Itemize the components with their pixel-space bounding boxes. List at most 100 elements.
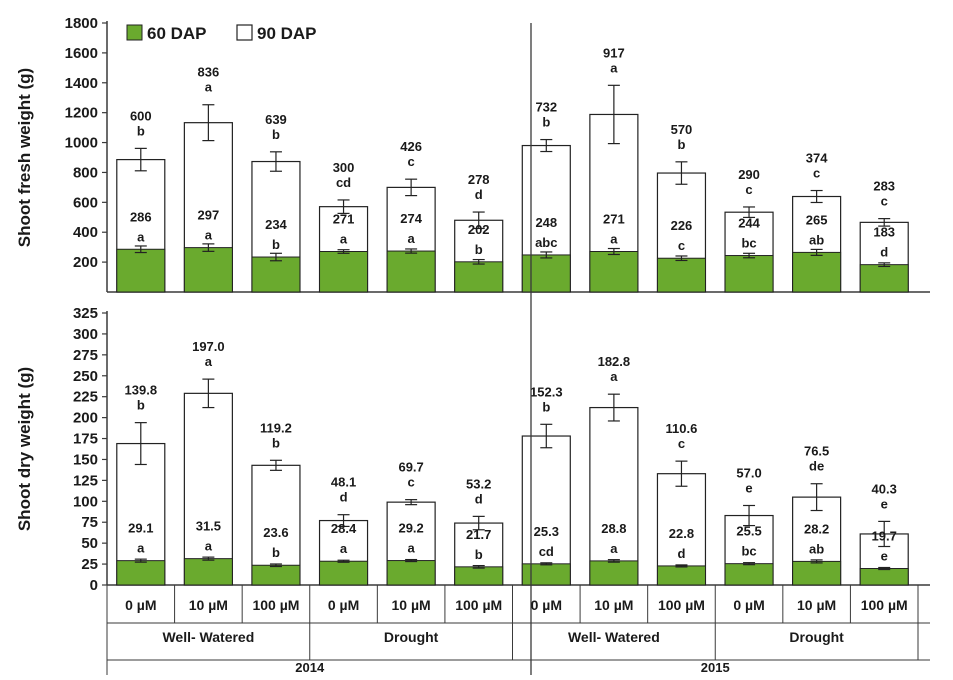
data-label-60dap: 271 xyxy=(603,212,625,227)
data-label-60dap: 25.3 xyxy=(534,524,559,539)
y-tick-label: 100 xyxy=(73,493,98,510)
data-label-90dap: 48.1 xyxy=(331,475,356,490)
bar-60dap xyxy=(792,251,842,293)
letter-label-60dap: ab xyxy=(809,232,824,247)
letter-label-60dap: a xyxy=(408,231,416,246)
letter-label-60dap: b xyxy=(272,545,280,560)
x-group-label: Well- Watered xyxy=(568,629,660,645)
y-tick-label: 400 xyxy=(73,224,98,241)
bar-60dap xyxy=(454,261,504,293)
y-tick-label: 800 xyxy=(73,164,98,181)
letter-label-60dap: a xyxy=(340,232,348,247)
data-label-60dap: 244 xyxy=(738,216,760,231)
bar-60dap xyxy=(589,251,639,293)
y-tick-label: 0 xyxy=(90,577,98,594)
letter-label-60dap: a xyxy=(610,232,618,247)
x-group-label: Drought xyxy=(384,629,439,645)
x-year-label: 2014 xyxy=(295,660,325,675)
bar-60dap xyxy=(656,565,706,586)
letter-label-60dap: c xyxy=(678,238,685,253)
letter-label-90dap: a xyxy=(610,60,618,75)
y-tick-label: 150 xyxy=(73,451,98,468)
bar-60dap xyxy=(251,256,301,293)
data-label-90dap: 76.5 xyxy=(804,444,829,459)
legend-swatch-90dap xyxy=(236,24,253,41)
data-label-60dap: 28.2 xyxy=(804,521,829,536)
data-label-60dap: 29.2 xyxy=(398,521,423,536)
letter-label-90dap: c xyxy=(881,194,888,209)
y-tick-label: 1400 xyxy=(65,75,98,92)
letter-label-90dap: a xyxy=(205,80,213,95)
x-category-label: 0 µM xyxy=(328,597,359,613)
data-label-90dap: 69.7 xyxy=(398,460,423,475)
letter-label-90dap: e xyxy=(881,496,888,511)
letter-label-60dap: b xyxy=(272,237,280,252)
data-label-90dap: 40.3 xyxy=(872,481,897,496)
y-axis-title: Shoot fresh weight (g) xyxy=(15,68,34,247)
data-label-60dap: 28.4 xyxy=(331,521,357,536)
letter-label-90dap: b xyxy=(137,123,145,138)
legend-label-90dap: 90 DAP xyxy=(257,24,317,43)
data-label-90dap: 139.8 xyxy=(125,383,158,398)
data-label-60dap: 248 xyxy=(535,215,557,230)
bar-60dap xyxy=(116,560,166,586)
bar-60dap xyxy=(521,563,571,586)
data-label-90dap: 639 xyxy=(265,112,287,127)
data-label-60dap: 31.5 xyxy=(196,519,221,534)
data-label-90dap: 917 xyxy=(603,45,625,60)
y-tick-label: 175 xyxy=(73,431,98,448)
data-label-60dap: 21.7 xyxy=(466,527,491,542)
y-tick-label: 75 xyxy=(81,514,98,531)
data-label-90dap: 374 xyxy=(806,151,828,166)
bar-60dap xyxy=(386,250,436,293)
letter-label-60dap: bc xyxy=(741,544,756,559)
y-tick-label: 1000 xyxy=(65,135,98,152)
data-label-60dap: 28.8 xyxy=(601,521,626,536)
letter-label-90dap: d xyxy=(475,491,483,506)
data-label-90dap: 732 xyxy=(535,100,557,115)
x-category-label: 100 µM xyxy=(252,597,299,613)
bar-60dap xyxy=(589,560,639,586)
letter-label-90dap: c xyxy=(813,166,820,181)
letter-label-60dap: a xyxy=(137,229,145,244)
data-label-60dap: 297 xyxy=(198,208,220,223)
bar-60dap xyxy=(251,564,301,586)
y-tick-label: 1800 xyxy=(65,15,98,32)
letter-label-60dap: bc xyxy=(741,236,756,251)
y-tick-label: 225 xyxy=(73,389,98,406)
letter-label-90dap: a xyxy=(610,369,618,384)
letter-label-90dap: b xyxy=(542,115,550,130)
y-tick-label: 125 xyxy=(73,472,98,489)
data-label-90dap: 570 xyxy=(671,122,693,137)
letter-label-60dap: b xyxy=(475,547,483,562)
y-tick-label: 1600 xyxy=(65,45,98,62)
letter-label-60dap: a xyxy=(610,541,618,556)
x-category-label: 100 µM xyxy=(658,597,705,613)
bar-60dap xyxy=(521,254,571,293)
data-label-60dap: 22.8 xyxy=(669,526,694,541)
letter-label-60dap: ab xyxy=(809,541,824,556)
letter-label-90dap: c xyxy=(745,182,752,197)
letter-label-90dap: d xyxy=(340,490,348,505)
x-category-label: 10 µM xyxy=(392,597,431,613)
legend-label-60dap: 60 DAP xyxy=(147,24,207,43)
letter-label-90dap: de xyxy=(809,459,824,474)
letter-label-60dap: a xyxy=(137,541,145,556)
y-tick-label: 200 xyxy=(73,410,98,427)
x-category-label: 10 µM xyxy=(189,597,228,613)
y-tick-label: 275 xyxy=(73,347,98,364)
letter-label-60dap: a xyxy=(408,541,416,556)
letter-label-90dap: b xyxy=(272,435,280,450)
data-label-60dap: 265 xyxy=(806,212,828,227)
data-label-60dap: 23.6 xyxy=(263,525,288,540)
y-tick-label: 300 xyxy=(73,326,98,343)
letter-label-90dap: d xyxy=(475,187,483,202)
data-label-60dap: 202 xyxy=(468,222,490,237)
x-group-label: Well- Watered xyxy=(162,629,254,645)
data-label-90dap: 152.3 xyxy=(530,384,563,399)
x-group-label: Drought xyxy=(789,629,844,645)
data-label-90dap: 53.2 xyxy=(466,476,491,491)
x-category-label: 100 µM xyxy=(455,597,502,613)
letter-label-60dap: a xyxy=(205,228,213,243)
letter-label-90dap: b xyxy=(677,137,685,152)
